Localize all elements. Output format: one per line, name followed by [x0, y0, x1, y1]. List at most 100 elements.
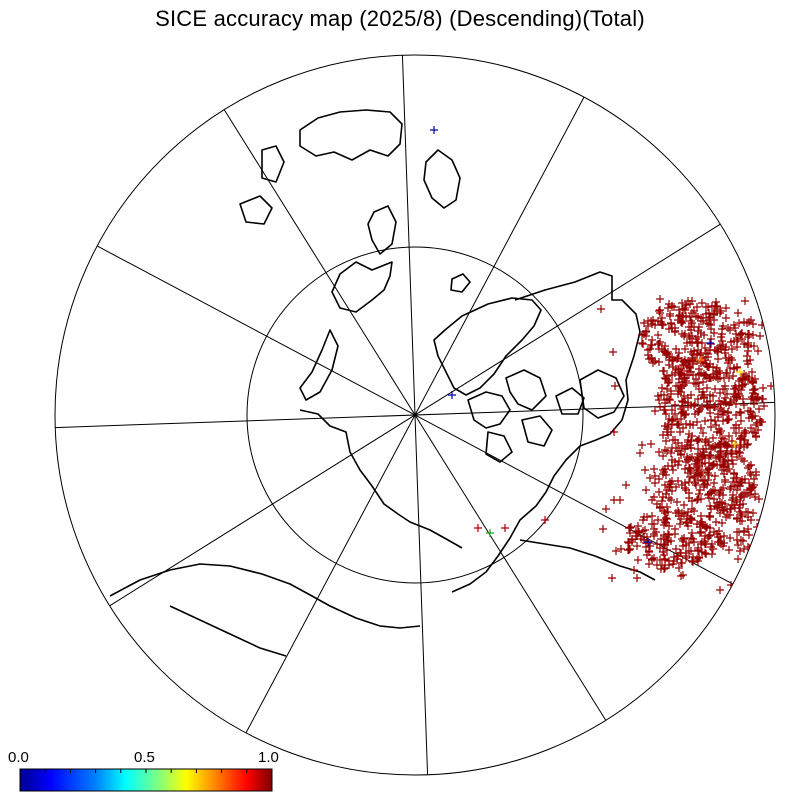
observation-marker	[691, 410, 699, 418]
observation-marker	[710, 528, 718, 536]
observation-marker	[730, 424, 738, 432]
observation-marker	[659, 493, 667, 501]
observation-marker	[674, 477, 682, 485]
observation-marker	[706, 346, 714, 354]
observation-marker	[715, 397, 723, 405]
observation-marker	[745, 462, 753, 470]
observation-marker	[751, 412, 759, 420]
observation-marker	[699, 429, 707, 437]
observation-marker	[716, 309, 724, 317]
observation-marker	[706, 451, 714, 459]
observation-marker	[671, 401, 679, 409]
observation-marker	[711, 442, 719, 450]
observation-marker	[722, 314, 730, 322]
observation-marker	[648, 556, 656, 564]
observation-marker	[690, 507, 698, 515]
observation-marker	[722, 304, 730, 312]
observation-marker	[650, 465, 658, 473]
observation-marker	[753, 523, 761, 531]
observation-marker	[719, 542, 727, 550]
observation-marker	[662, 437, 670, 445]
observation-marker	[660, 468, 668, 476]
observation-marker	[726, 505, 734, 513]
observation-marker	[748, 377, 756, 385]
observation-marker	[647, 317, 655, 325]
colorbar-ticks	[19, 769, 273, 773]
observation-marker	[698, 339, 706, 347]
observation-marker	[656, 403, 664, 411]
observation-marker	[677, 515, 685, 523]
observation-marker	[747, 316, 755, 324]
observation-marker	[647, 440, 655, 448]
map-title: SICE accuracy map (2025/8) (Descending)(…	[155, 6, 645, 31]
observation-marker	[732, 447, 740, 455]
observation-marker	[746, 469, 754, 477]
observation-marker	[716, 533, 724, 541]
observation-marker	[744, 333, 752, 341]
observation-marker	[720, 398, 728, 406]
observation-marker	[754, 347, 762, 355]
observation-marker	[675, 349, 683, 357]
observation-marker	[715, 454, 723, 462]
observation-marker	[703, 402, 711, 410]
observation-marker	[699, 477, 707, 485]
observation-marker	[716, 342, 724, 350]
observation-marker	[744, 513, 752, 521]
observation-marker	[744, 341, 752, 349]
observation-marker	[693, 496, 701, 504]
observation-marker	[741, 297, 749, 305]
observation-marker	[733, 536, 741, 544]
observation-marker	[725, 432, 733, 440]
observation-marker	[636, 449, 644, 457]
observation-marker	[687, 368, 695, 376]
observation-marker	[692, 457, 700, 465]
observation-marker	[686, 465, 694, 473]
observation-marker	[745, 414, 753, 422]
observation-marker	[734, 309, 742, 317]
observation-marker	[667, 390, 675, 398]
observation-marker	[724, 409, 732, 417]
observation-marker	[665, 361, 673, 369]
observation-marker	[749, 320, 757, 328]
observation-marker	[733, 453, 741, 461]
observation-marker	[716, 429, 724, 437]
observation-marker	[696, 520, 704, 528]
observation-marker	[639, 527, 647, 535]
observation-marker	[724, 457, 732, 465]
observation-marker	[731, 440, 739, 448]
observation-marker	[750, 544, 758, 552]
observation-marker	[722, 513, 730, 521]
observation-marker	[671, 530, 679, 538]
observation-marker	[757, 526, 765, 534]
observation-marker	[625, 524, 633, 532]
observation-marker	[633, 574, 641, 582]
north-asia-coast	[169, 605, 287, 657]
observation-marker	[696, 486, 704, 494]
observation-marker	[655, 396, 663, 404]
observation-marker	[676, 520, 684, 528]
observation-marker	[688, 505, 696, 513]
observation-marker	[673, 415, 681, 423]
observation-marker	[758, 395, 766, 403]
observation-marker	[718, 337, 726, 345]
observation-marker	[738, 329, 746, 337]
observation-marker	[650, 554, 658, 562]
observation-marker	[736, 331, 744, 339]
observation-marker	[695, 385, 703, 393]
observation-marker	[676, 428, 684, 436]
observation-marker	[693, 303, 701, 311]
observation-marker	[714, 452, 722, 460]
observation-marker	[616, 496, 624, 504]
observation-marker	[677, 388, 685, 396]
observation-marker	[654, 340, 662, 348]
observation-marker	[679, 305, 687, 313]
observation-marker	[688, 453, 696, 461]
observation-marker	[692, 469, 700, 477]
observation-marker	[720, 532, 728, 540]
observation-marker	[667, 319, 675, 327]
observation-marker	[656, 338, 664, 346]
observation-marker	[678, 357, 686, 365]
observation-marker	[740, 457, 748, 465]
fennoscandia-coast	[423, 149, 461, 209]
